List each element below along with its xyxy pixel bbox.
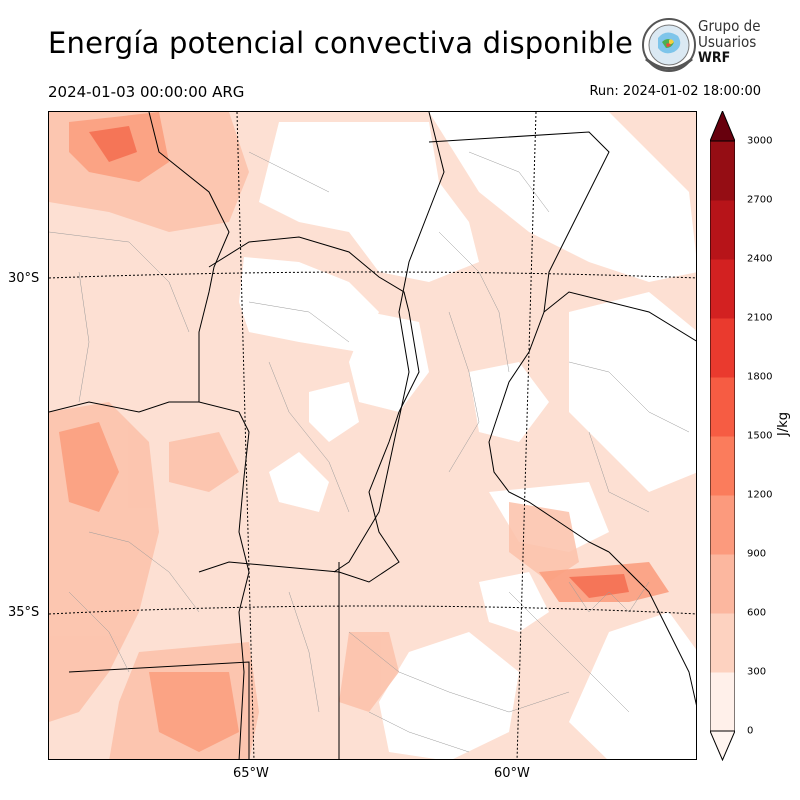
colorbar-cell: [710, 495, 735, 555]
run-time: Run: 2024-01-02 18:00:00: [589, 84, 761, 99]
wrf-logo: [642, 18, 696, 72]
colorbar-tick-label: 900: [747, 548, 767, 560]
colorbar-units: J/kg: [776, 412, 791, 436]
colorbar-tick-label: 1200: [747, 489, 773, 501]
colorbar-cell: [710, 377, 735, 437]
logo-line-2: Usuarios: [698, 33, 757, 51]
department-boundaries: [49, 151, 690, 753]
colorbar-tick-label: 300: [747, 666, 767, 678]
colorbar-cell: [710, 613, 735, 673]
colorbar-cell: [710, 259, 735, 319]
colorbar-cell: [710, 318, 735, 378]
colorbar-tick-label: 600: [747, 607, 767, 619]
colorbar-extend-bottom: [710, 730, 735, 761]
colorbar-tick-label: 3000: [747, 135, 773, 147]
peak-cape-area: [89, 126, 629, 598]
map-title: Energía potencial convectiva disponible: [48, 26, 634, 60]
map-panel: [48, 111, 697, 760]
colorbar-cell: [710, 200, 735, 260]
colorbar-tick-label: 1500: [747, 430, 773, 442]
colorbar: [710, 111, 735, 761]
lat-label-35s: 35°S: [8, 605, 40, 620]
valid-time: 2024-01-03 00:00:00 ARG: [48, 83, 245, 101]
colorbar-cell: [710, 672, 735, 732]
colorbar-tick-label: 2400: [747, 253, 773, 265]
province-boundaries: [49, 112, 696, 759]
colorbar-tick-label: 0: [747, 725, 754, 737]
colorbar-cells: [710, 141, 735, 732]
logo-text: Grupo de Usuarios WRF: [698, 18, 761, 66]
colorbar-cell: [710, 436, 735, 496]
colorbar-tick-label: 2700: [747, 194, 773, 206]
logo-line-3: WRF: [698, 50, 731, 66]
colorbar-extend-top: [710, 111, 735, 142]
logo-line-1: Grupo de: [698, 17, 761, 35]
lon-label-65w: 65°W: [233, 766, 269, 781]
colorbar-tick-label: 2100: [747, 312, 773, 324]
colorbar-tick-label: 1800: [747, 371, 773, 383]
lon-label-60w: 60°W: [494, 766, 530, 781]
colorbar-cell: [710, 141, 735, 201]
colorbar-cell: [710, 554, 735, 614]
lat-label-30s: 30°S: [8, 271, 40, 286]
cape-field: [49, 112, 696, 759]
graticule: [49, 112, 696, 759]
